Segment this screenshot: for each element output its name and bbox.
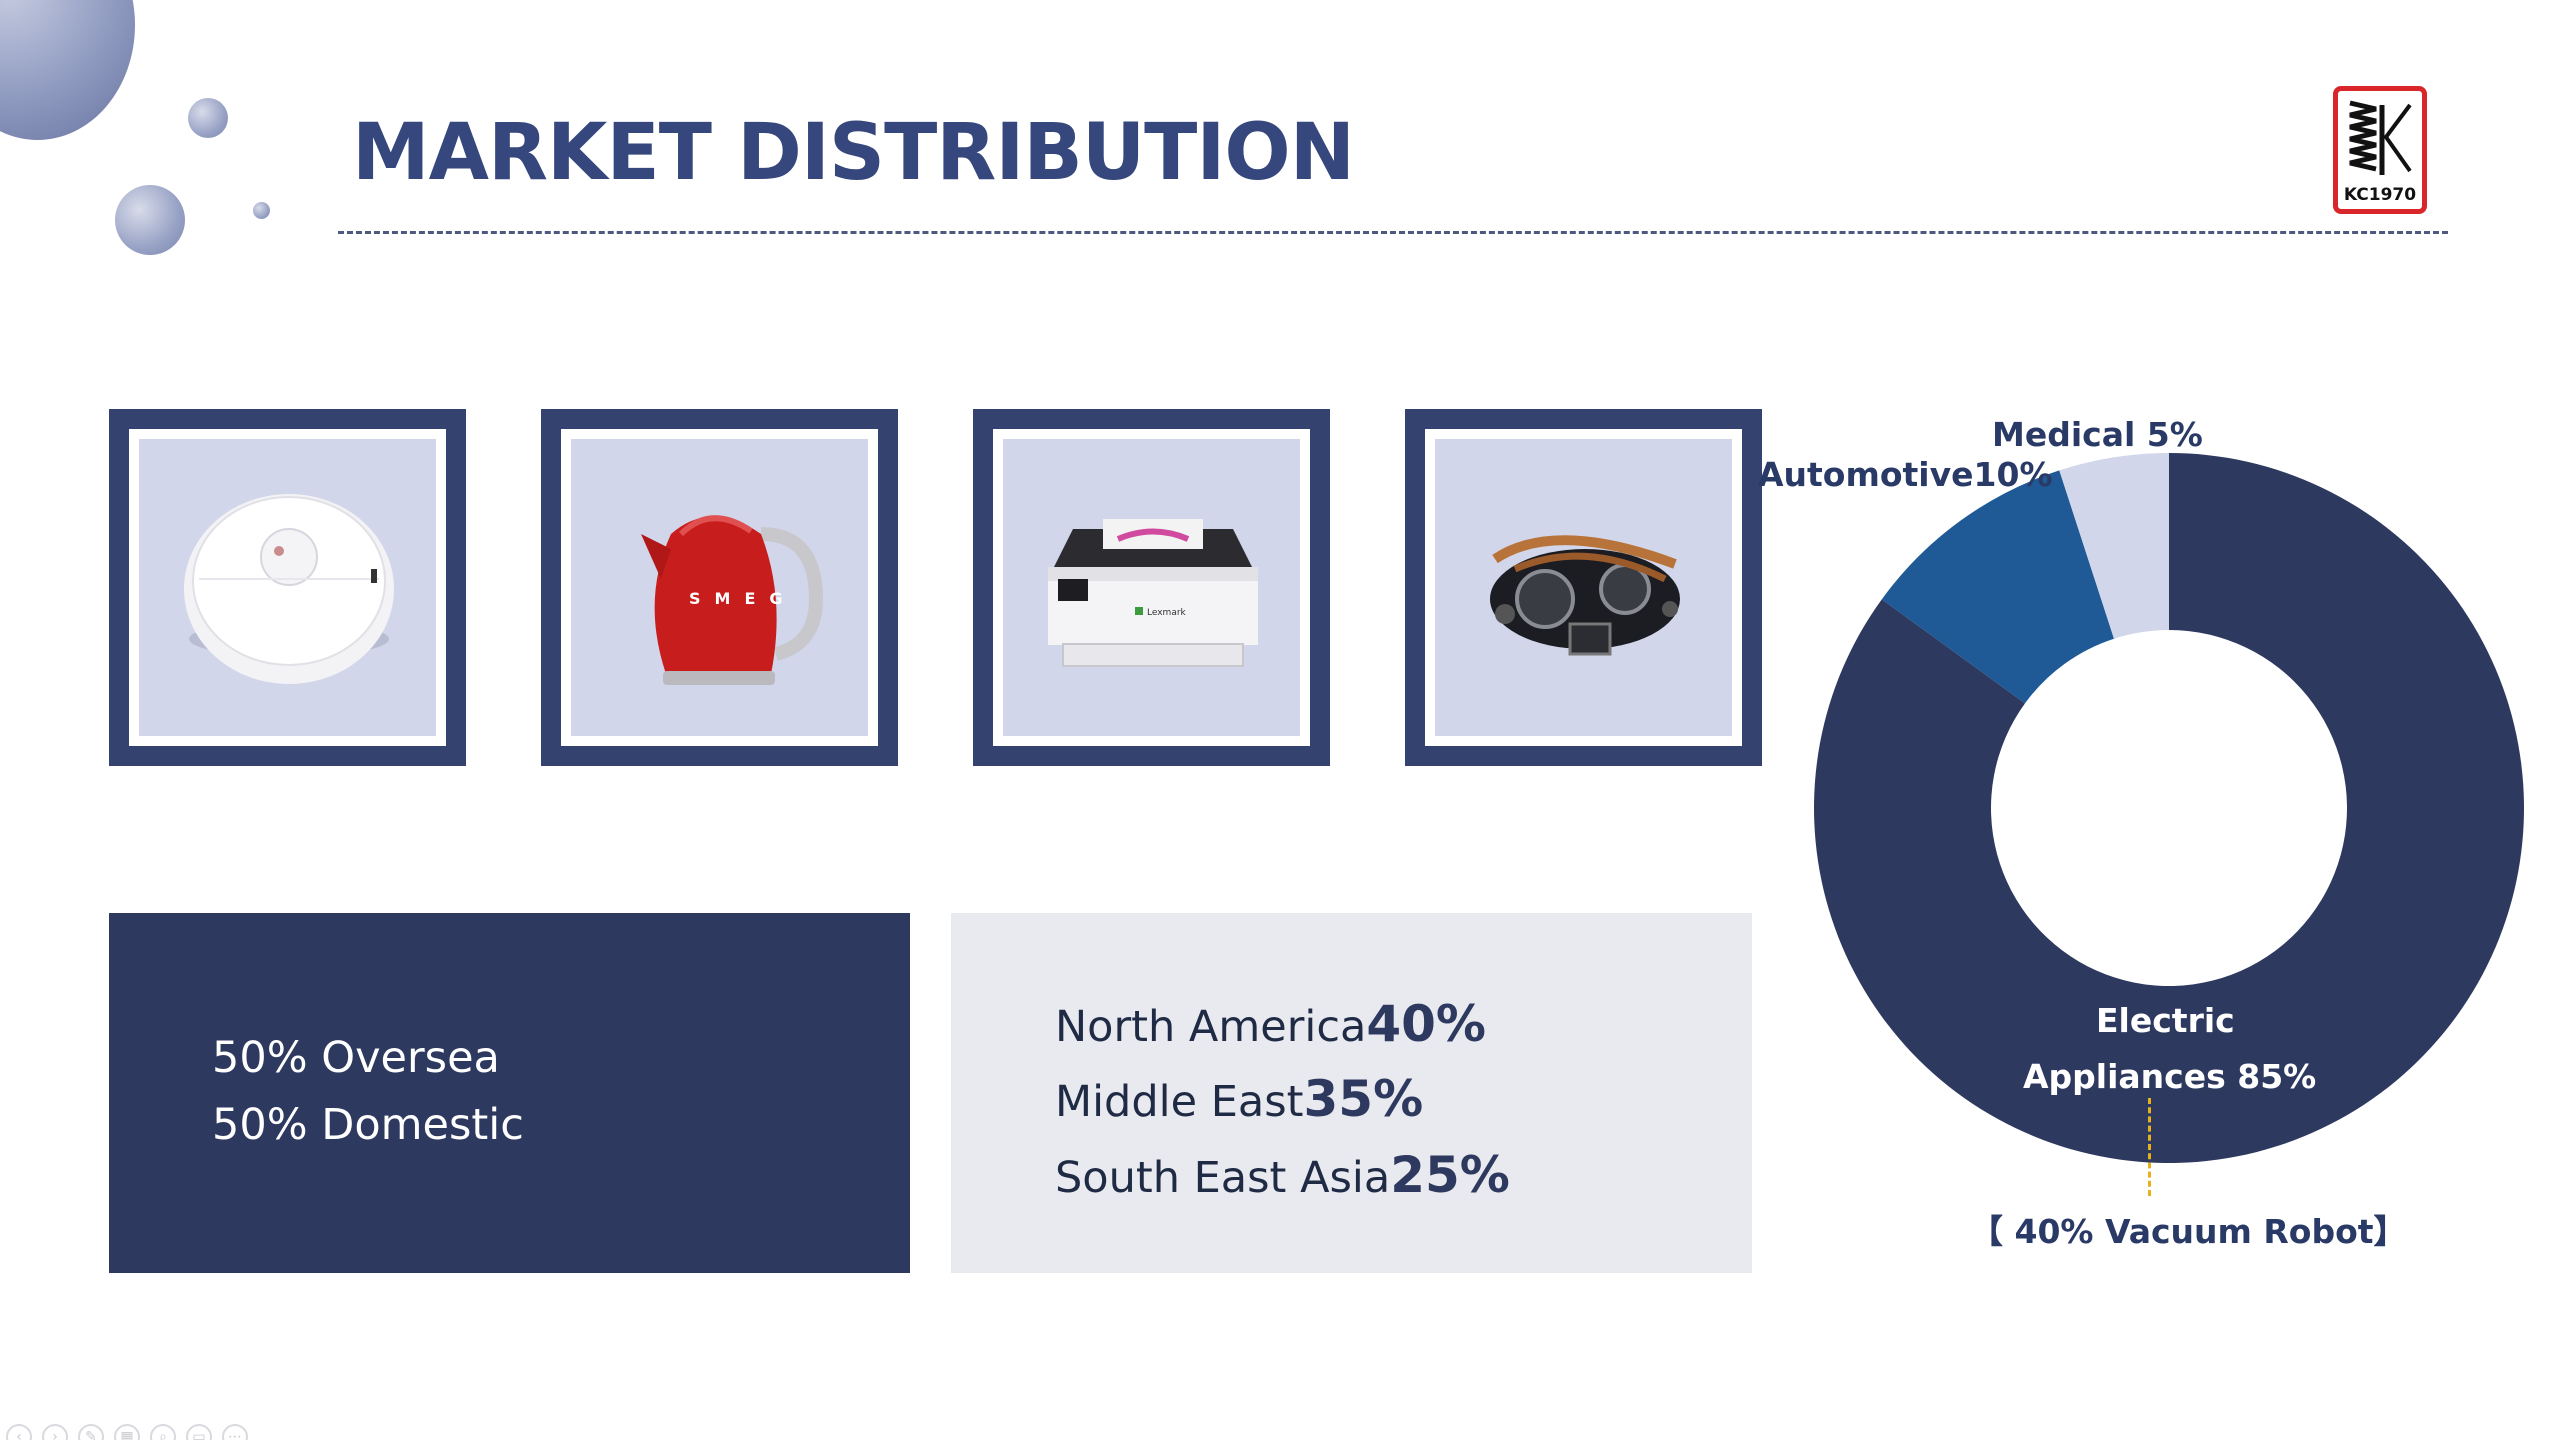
vacuum-robot-annotation: 【 40% Vacuum Robot】 [1970,1212,2407,1251]
subtitle-icon[interactable]: ▭ [186,1424,212,1440]
decor-bubble-tiny [253,202,270,219]
region-label: North America [1055,1002,1367,1052]
region-label: South East Asia [1055,1153,1391,1203]
slice-label-automotive: Automotive10% [1758,455,2053,494]
printer-icon: Lexmark [1048,519,1258,667]
decor-bubble-medium [115,185,185,255]
spring-logo-icon [2349,100,2412,175]
presentation-toolbar: ‹ › ✎ ▦ ⌕ ▭ ⋯ [6,1424,248,1440]
zoom-icon[interactable]: ⌕ [150,1424,176,1440]
robot-vacuum-icon [184,494,394,684]
next-slide-icon[interactable]: › [42,1424,68,1440]
pen-icon[interactable]: ✎ [78,1424,104,1440]
donut-slice-medical [2059,453,2169,639]
prev-slide-icon[interactable]: ‹ [6,1424,32,1440]
product-frame-kettle: SMEG [541,409,898,766]
region-row: Middle East35% [1055,1070,1423,1128]
decor-bubble-small [188,98,228,138]
donut-slice-electric-appliances [1814,453,2524,1163]
region-row: North America40% [1055,995,1486,1053]
more-icon[interactable]: ⋯ [222,1424,248,1440]
svg-text:Lexmark: Lexmark [1147,608,1187,618]
logo-text: KC1970 [2343,185,2417,205]
regions-panel: North America40% Middle East35% South Ea… [951,913,1752,1273]
region-percent: 35% [1303,1070,1424,1128]
slice-label-medical: Medical 5% [1992,415,2203,454]
region-label: Middle East [1055,1077,1304,1127]
slice-label-electric-line1: Electric [2096,1001,2235,1040]
annotation-leader-line [2148,1098,2151,1196]
product-frame-engine [1405,409,1762,766]
sales-split-panel: 50% Oversea 50% Domestic [109,913,910,1273]
slice-label-electric-line2: Appliances 85% [2023,1057,2317,1096]
engine-icon [1490,535,1680,656]
domestic-line: 50% Domestic [212,1100,524,1150]
page-title: MARKET DISTRIBUTION [352,108,1355,198]
oversea-line: 50% Oversea [212,1033,500,1083]
product-frame-vacuum [109,409,466,766]
company-logo: KC1970 [2333,86,2427,214]
donut-slice-automotive [1881,470,2114,704]
product-frame-printer: Lexmark [973,409,1330,766]
region-percent: 25% [1390,1146,1510,1204]
kettle-icon: SMEG [641,515,824,685]
slides-grid-icon[interactable]: ▦ [114,1424,140,1440]
title-divider [338,231,2448,234]
region-percent: 40% [1366,995,1486,1053]
svg-text:SMEG: SMEG [689,589,797,608]
region-row: South East Asia25% [1055,1146,1510,1204]
